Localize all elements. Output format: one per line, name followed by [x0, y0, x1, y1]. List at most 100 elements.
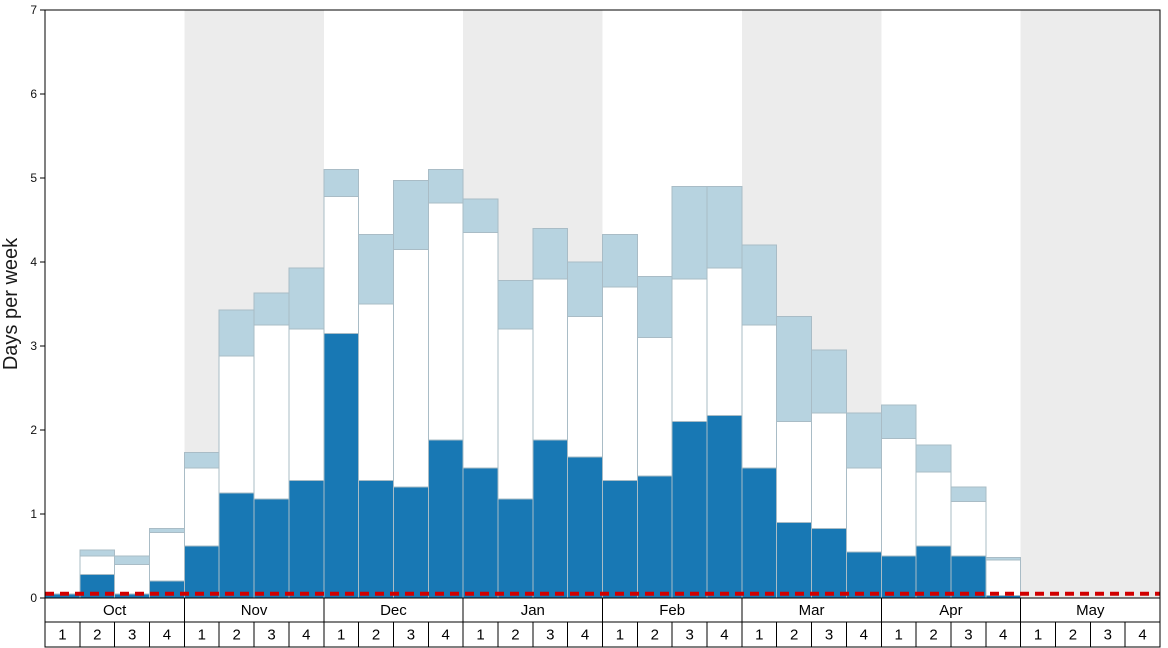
week-label: 1	[755, 627, 763, 644]
bar-segment-white	[776, 421, 813, 523]
bar-segment-white	[985, 559, 1022, 596]
bar-segment-light-blue	[671, 185, 708, 280]
month-cell-jan	[462, 597, 603, 623]
weekly-stacked-bars	[44, 169, 1022, 599]
bar-segment-light-blue	[253, 292, 290, 326]
bar-segment-dark-blue	[323, 332, 360, 599]
week-label: 1	[616, 627, 624, 644]
bar-segment-dark-blue	[706, 415, 743, 599]
month-cell-apr	[880, 597, 1022, 623]
bar-segment-white	[427, 202, 464, 441]
bar-segment-white	[741, 324, 778, 469]
week-label: 2	[1069, 627, 1077, 644]
week-cell	[950, 621, 987, 648]
bar-segment-dark-blue	[880, 555, 917, 599]
bar-segment-white	[497, 328, 534, 500]
week-label: 2	[929, 627, 937, 644]
bar-segment-light-blue	[149, 527, 185, 533]
week-cell	[567, 621, 603, 648]
bar-apr-1	[880, 404, 917, 599]
bar-segment-white	[636, 337, 673, 477]
bar-segment-light-blue	[915, 444, 952, 473]
y-tick-label: 2	[30, 423, 37, 437]
bar-segment-white	[149, 531, 185, 582]
bar-segment-dark-blue	[392, 486, 429, 599]
week-cell	[532, 621, 569, 648]
month-label: Jan	[521, 602, 545, 619]
week-cell	[671, 621, 708, 648]
week-label: 3	[685, 627, 693, 644]
bar-jan-1	[462, 198, 499, 599]
bar-mar-3	[811, 349, 847, 599]
week-label: 3	[407, 627, 415, 644]
week-cell	[323, 621, 360, 648]
bar-segment-dark-blue	[950, 555, 987, 599]
bar-segment-light-blue	[462, 198, 499, 234]
week-label: 1	[895, 627, 903, 644]
bar-segment-dark-blue	[497, 498, 534, 599]
bar-segment-white	[671, 278, 708, 423]
y-axis-title: Days per week	[0, 237, 22, 370]
week-label: 1	[198, 627, 206, 644]
y-tick-label: 6	[30, 87, 37, 101]
bar-dec-2	[358, 233, 394, 599]
bar-segment-white	[323, 195, 360, 334]
bar-segment-dark-blue	[671, 421, 708, 599]
y-tick-label: 1	[30, 507, 37, 521]
bar-segment-white	[392, 248, 429, 488]
bar-dec-1	[323, 169, 360, 599]
week-label: 1	[337, 627, 345, 644]
bar-segment-white	[915, 471, 952, 547]
bar-segment-dark-blue	[462, 467, 499, 599]
bar-segment-white	[706, 267, 743, 417]
bar-jan-2	[497, 279, 534, 599]
bar-oct-3	[114, 555, 151, 599]
week-label: 1	[1034, 627, 1042, 644]
week-cell	[602, 621, 638, 648]
bar-segment-light-blue	[392, 180, 429, 250]
month-label: Mar	[799, 602, 825, 619]
bar-nov-2	[218, 309, 255, 599]
bar-segment-dark-blue	[218, 492, 255, 599]
bar-segment-dark-blue	[741, 467, 778, 599]
bar-apr-4	[985, 557, 1022, 599]
month-label: Apr	[939, 602, 962, 619]
month-label: May	[1076, 602, 1105, 619]
week-label: 3	[1104, 627, 1112, 644]
bar-mar-2	[776, 316, 813, 599]
bar-dec-3	[392, 180, 429, 599]
bar-segment-light-blue	[950, 486, 987, 502]
bar-segment-dark-blue	[636, 475, 673, 599]
bar-feb-1	[602, 233, 638, 599]
bar-feb-3	[671, 185, 708, 599]
y-tick-label: 0	[30, 591, 37, 605]
bar-segment-dark-blue	[183, 545, 220, 599]
bar-segment-light-blue	[288, 267, 325, 330]
week-label: 4	[1138, 627, 1146, 644]
week-label: 1	[476, 627, 484, 644]
week-label: 3	[964, 627, 972, 644]
week-cell	[845, 621, 882, 648]
bar-segment-light-blue	[532, 227, 569, 280]
bar-segment-dark-blue	[253, 498, 290, 599]
bar-nov-4	[288, 267, 325, 599]
bar-segment-light-blue	[741, 244, 778, 326]
month-label: Nov	[241, 602, 268, 619]
bar-segment-white	[218, 355, 255, 494]
week-cell	[1054, 621, 1091, 648]
week-cell	[706, 621, 743, 648]
bar-segment-light-blue	[706, 185, 743, 269]
bar-mar-4	[845, 412, 882, 599]
week-cell	[149, 621, 185, 648]
week-label: 4	[442, 627, 450, 644]
week-label: 2	[372, 627, 380, 644]
x-axis-month-week-table: Oct 1 2 3 4 Nov 1 2 3 4 Dec 1 2 3 4 Jan 1 2 3 4 Feb 1 2 3 4 Mar 1 2…	[44, 597, 1161, 648]
bar-segment-dark-blue	[427, 439, 464, 599]
week-label: 2	[232, 627, 240, 644]
week-cell	[392, 621, 429, 648]
bar-oct-2	[79, 549, 116, 599]
bar-segment-white	[462, 232, 499, 469]
week-label: 2	[790, 627, 798, 644]
bar-segment-dark-blue	[811, 527, 847, 599]
